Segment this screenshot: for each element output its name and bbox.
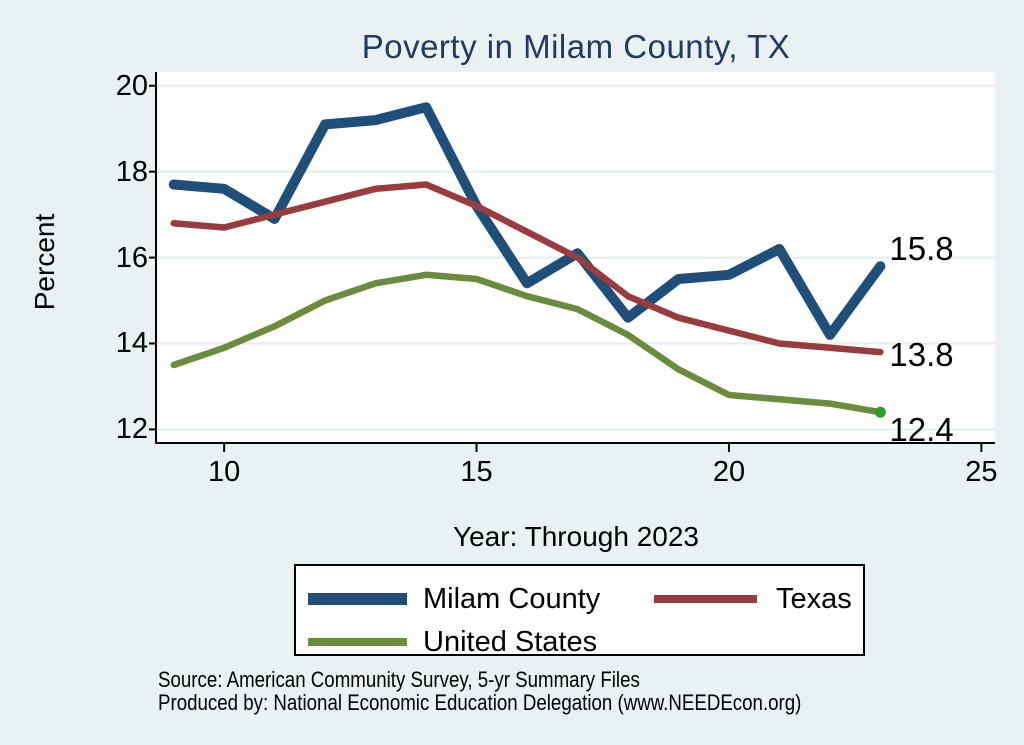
legend-item-milam-county: Milam County (308, 583, 600, 615)
legend-swatch-milam-county (308, 593, 407, 605)
legend-label: Texas (776, 582, 852, 615)
x-tick-label: 10 (208, 456, 241, 488)
y-tick-label: 20 (115, 69, 148, 102)
legend-swatch-united-states (308, 638, 407, 646)
legend-swatch-texas (654, 595, 757, 603)
chart-title: Poverty in Milam County, TX (361, 28, 791, 65)
y-tick-label: 14 (115, 327, 148, 360)
y-axis-label: Percent (29, 213, 60, 311)
legend-item-texas: Texas (654, 583, 852, 615)
x-tick-label: 25 (965, 456, 998, 488)
x-axis-title: Year: Through 2023 (453, 521, 699, 552)
series-end-label: 13.8 (889, 336, 954, 374)
legend-label: United States (423, 625, 598, 658)
legend: Milam County Texas United States (294, 564, 865, 658)
plot-svg (149, 72, 995, 452)
series-end-label: 15.8 (889, 230, 954, 268)
series-end-label: 12.4 (889, 411, 954, 449)
y-tick-label: 18 (115, 155, 148, 188)
legend-item-united-states: United States (308, 626, 597, 658)
x-tick-label: 15 (460, 456, 493, 488)
legend-label: Milam County (423, 582, 601, 615)
source-note: Source: American Community Survey, 5-yr … (158, 667, 640, 692)
credit-note: Produced by: National Economic Education… (158, 690, 802, 715)
y-tick-label: 16 (115, 241, 148, 274)
plot-area (149, 72, 995, 452)
x-tick-label: 20 (712, 456, 746, 488)
y-tick-label: 12 (115, 413, 148, 446)
